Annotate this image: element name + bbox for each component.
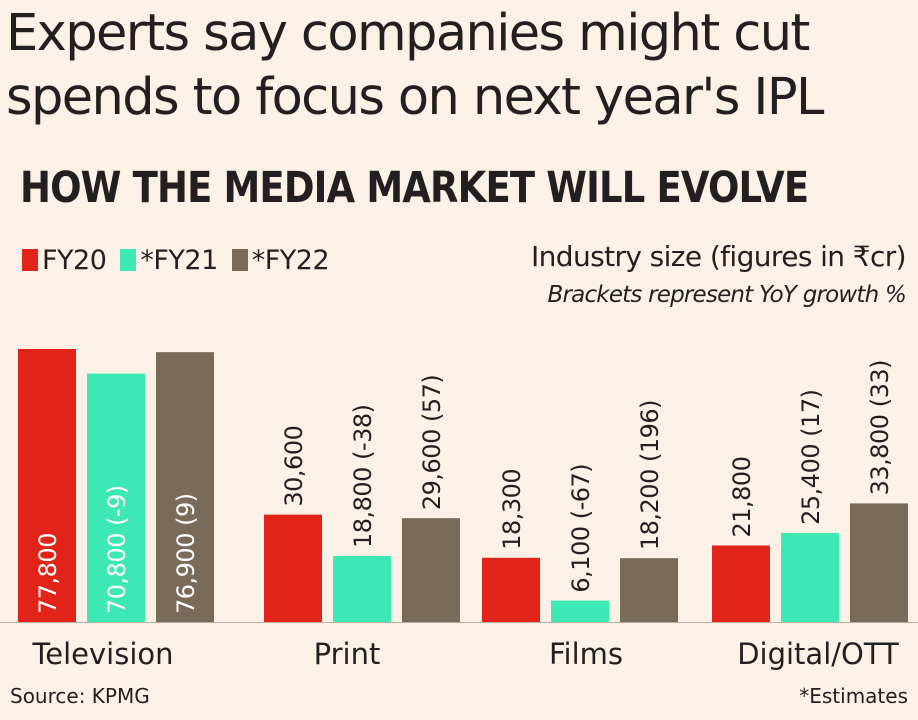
data-label-television-fy20: 77,800 xyxy=(34,533,62,614)
category-label-digital-ott: Digital/OTT xyxy=(737,637,899,671)
legend: FY20 *FY21 *FY22 xyxy=(22,240,343,280)
legend-item-fy20: FY20 xyxy=(22,244,107,276)
source-note: Source: KPMG xyxy=(10,684,150,708)
headline-line-2: spends to focus on next year's IPL xyxy=(6,68,824,127)
chart-subtitle: Industry size (figures in ₹cr) xyxy=(530,240,907,273)
data-label-films-fy20: 18,300 xyxy=(498,469,526,550)
data-label-films-fy21: 6,100 (-67) xyxy=(567,464,595,593)
bar-digital-ott-fy21 xyxy=(781,532,839,622)
chart-title: HOW THE MEDIA MARKET WILL EVOLVE xyxy=(20,163,809,213)
category-label-films: Films xyxy=(549,637,623,671)
legend-label-fy21: *FY21 xyxy=(140,244,218,276)
bar-television-fy20 xyxy=(18,349,76,622)
legend-label-fy20: FY20 xyxy=(42,244,107,276)
legend-label-fy22: *FY22 xyxy=(251,244,330,276)
legend-item-fy21: *FY21 xyxy=(120,244,218,276)
bar-print-fy21 xyxy=(333,556,391,622)
bar-films-fy21 xyxy=(551,600,609,622)
data-label-print-fy21: 18,800 (-38) xyxy=(349,404,377,548)
legend-swatch-fy21 xyxy=(120,249,137,271)
data-label-digital-ott-fy22: 33,800 (33) xyxy=(866,360,894,495)
category-label-television: Television xyxy=(31,637,173,671)
bar-television-fy22 xyxy=(156,352,214,622)
chart-note: Brackets represent YoY growth % xyxy=(547,282,907,308)
data-label-digital-ott-fy21: 25,400 (17) xyxy=(797,389,825,524)
category-label-print: Print xyxy=(314,637,381,671)
data-label-print-fy20: 30,600 xyxy=(280,426,308,507)
legend-swatch-fy22 xyxy=(231,249,248,271)
bar-television-fy21 xyxy=(87,373,145,622)
legend-item-fy22: *FY22 xyxy=(231,244,330,276)
bar-films-fy20 xyxy=(482,557,540,622)
bar-print-fy20 xyxy=(264,514,322,622)
data-label-digital-ott-fy20: 21,800 xyxy=(728,457,756,538)
data-label-films-fy22: 18,200 (196) xyxy=(636,400,664,550)
bar-print-fy22 xyxy=(402,518,460,622)
estimates-note: *Estimates xyxy=(799,684,908,708)
data-label-television-fy21: 70,800 (-9) xyxy=(103,485,131,614)
data-label-television-fy22: 76,900 (9) xyxy=(172,493,200,614)
bar-digital-ott-fy22 xyxy=(850,503,908,622)
data-label-print-fy22: 29,600 (57) xyxy=(418,375,446,510)
legend-swatch-fy20 xyxy=(22,249,38,271)
bar-digital-ott-fy20 xyxy=(712,545,770,622)
bar-films-fy22 xyxy=(620,558,678,622)
headline: Experts say companies might cut spends t… xyxy=(6,2,916,130)
headline-line-1: Experts say companies might cut xyxy=(6,4,810,63)
